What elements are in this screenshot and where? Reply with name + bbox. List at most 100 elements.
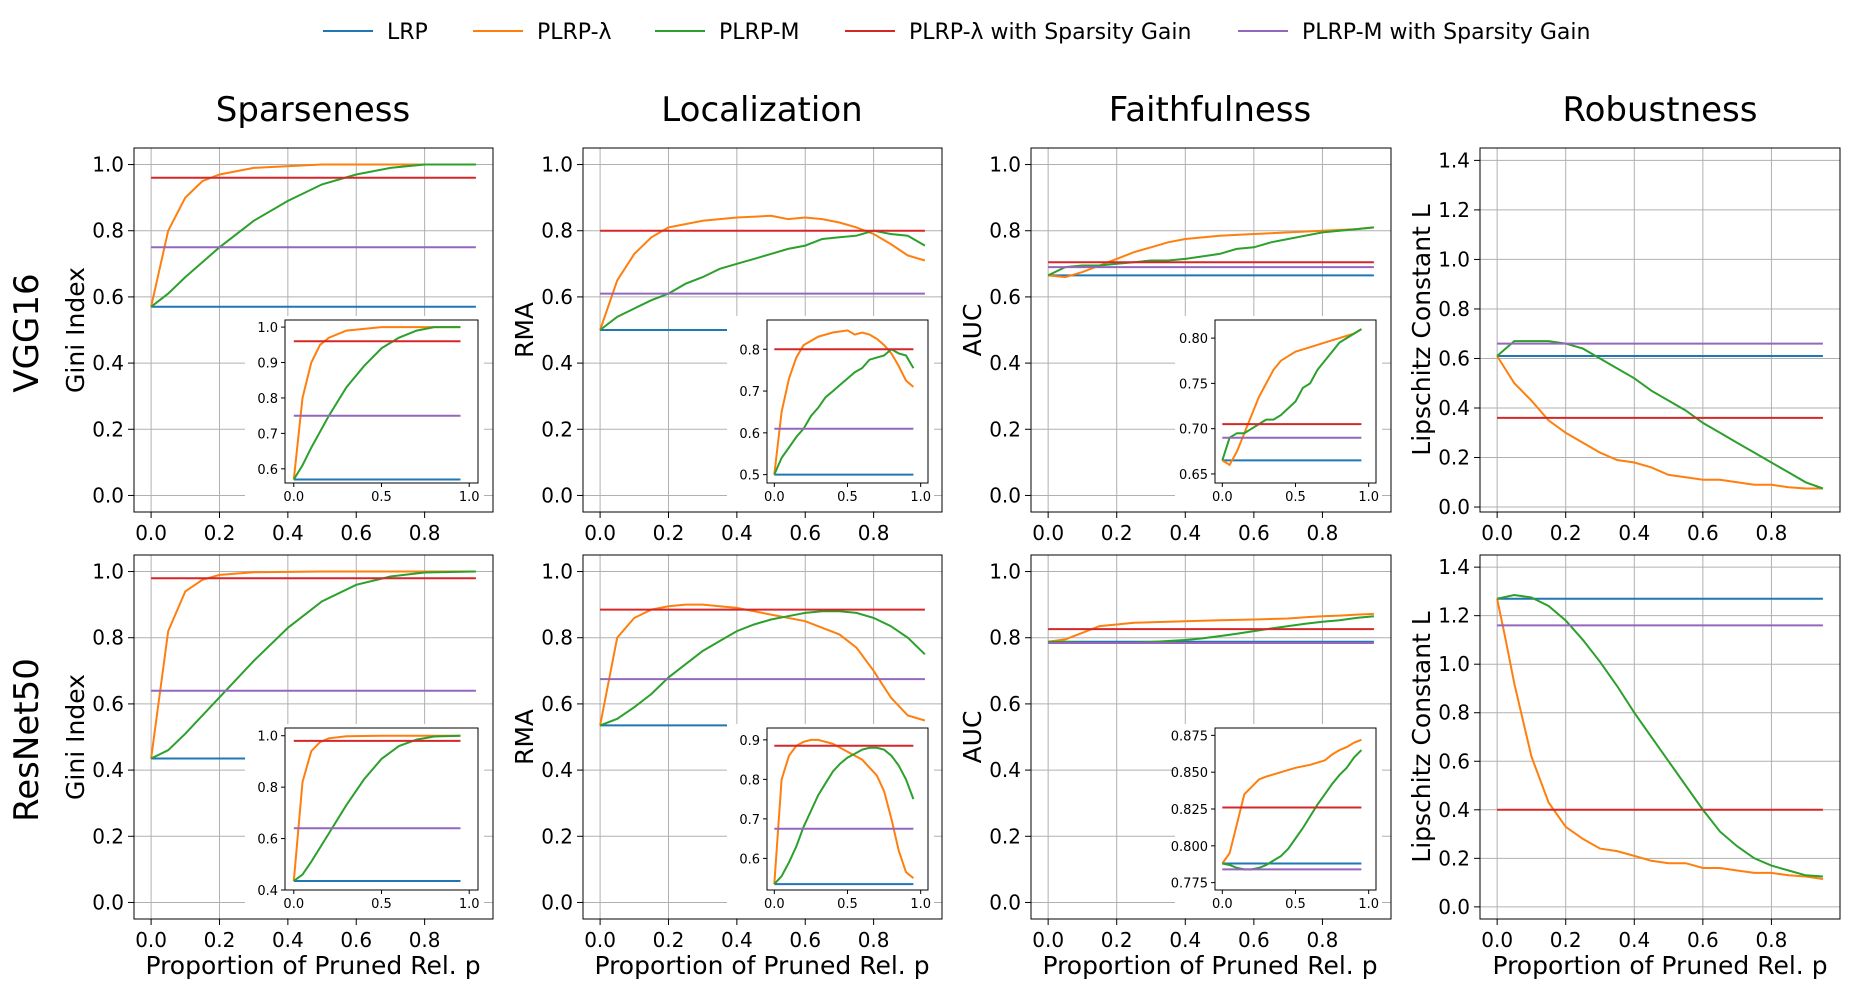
inset-series-line-plrp-m: [773, 348, 915, 476]
y-tick-label: 1.0: [989, 560, 1021, 584]
x-tick-label: 0.0: [135, 928, 167, 952]
y-tick-label: 0.0: [541, 890, 573, 914]
inset-y-tick-label: 0.70: [1179, 423, 1208, 438]
legend-label-plrp-m-sg: PLRP-M with Sparsity Gain: [1302, 20, 1590, 45]
x-axis-label-faithfulness: Proportion of Pruned Rel. p: [1042, 951, 1377, 980]
y-tick-label: 0.4: [1438, 798, 1470, 822]
x-tick-label: 0.6: [340, 521, 372, 545]
inset-series-line-plrp-lambda: [1221, 328, 1362, 467]
x-tick-label: 0.6: [1687, 928, 1719, 952]
inset-y-tick-label: 1.0: [257, 730, 278, 745]
x-tick-label: 0.6: [1238, 521, 1270, 545]
y-tick-label: 0.8: [1438, 297, 1470, 321]
inset-background: [245, 316, 484, 511]
inset-series-line-plrp-m: [1221, 328, 1362, 461]
x-tick-label: 0.2: [1101, 521, 1133, 545]
legend-entry-plrp-m: PLRP-M: [655, 20, 800, 45]
y-tick-label: 0.2: [541, 824, 573, 848]
inset-y-tick-label: 0.9: [257, 357, 278, 372]
x-axis-label-robustness: Proportion of Pruned Rel. p: [1492, 951, 1827, 980]
y-tick-label: 0.4: [92, 351, 124, 375]
y-tick-label: 0.2: [92, 824, 124, 848]
inset-y-tick-label: 0.6: [739, 427, 760, 442]
y-tick-label: 1.0: [541, 153, 573, 177]
legend-label-plrp-lambda-sg: PLRP-λ with Sparsity Gain: [909, 20, 1191, 45]
y-axis-label: AUC: [958, 711, 987, 764]
y-tick-label: 0.8: [989, 626, 1021, 650]
x-tick-label: 0.4: [272, 928, 304, 952]
x-tick-label: 0.8: [1307, 521, 1339, 545]
inset-y-tick-label: 0.65: [1179, 468, 1208, 483]
panel-resnet50-robustness: 0.0 0.2 0.4 0.6 0.8 0.0 0.2 0.4 0.6 0.8 1.0 1.2 1.4 L…: [1407, 554, 1841, 952]
inset-vgg16-localization: 0.0 0.5 1.0 0.5 0.6 0.7 0.8: [727, 316, 934, 511]
inset-x-tick-label: 0.0: [283, 490, 304, 505]
x-tick-label: 0.8: [1756, 521, 1788, 545]
series-line-plrp-lambda: [1496, 598, 1824, 880]
axes-frame: [582, 554, 943, 920]
x-tick-label: 0.6: [1238, 928, 1270, 952]
x-tick-label: 0.4: [272, 521, 304, 545]
legend-label-lrp: LRP: [387, 20, 428, 45]
row-label-vgg16: VGG16: [7, 273, 47, 392]
axes-frame: [582, 147, 943, 513]
inset-series-line-plrp-m: [293, 734, 461, 882]
y-tick-label: 1.0: [541, 560, 573, 584]
panel-resnet50-sparseness: 0.0 0.2 0.4 0.6 0.8 0.0 0.2 0.4 0.6 0.8 1.0 Gini In…: [61, 554, 494, 952]
x-tick-label: 0.4: [1169, 521, 1201, 545]
inset-resnet50-faithfulness: 0.0 0.5 1.0 0.775 0.800 0.825 0.850 0.875: [1171, 724, 1382, 918]
panel-vgg16-sparseness: 0.0 0.2 0.4 0.6 0.8 0.0 0.2 0.4 0.6 0.8 1.0 Gini In…: [61, 147, 494, 545]
x-tick-label: 0.4: [1169, 928, 1201, 952]
legend-entry-plrp-lambda-sg: PLRP-λ with Sparsity Gain: [845, 20, 1191, 45]
inset-y-tick-label: 0.7: [739, 813, 760, 828]
x-tick-label: 0.0: [1032, 521, 1064, 545]
y-tick-label: 1.4: [1438, 148, 1470, 172]
x-axis-label-sparseness: Proportion of Pruned Rel. p: [145, 951, 480, 980]
inset-y-tick-label: 0.825: [1171, 803, 1208, 818]
inset-y-tick-label: 0.875: [1171, 729, 1208, 744]
y-tick-label: 0.8: [92, 219, 124, 243]
y-tick-label: 1.2: [1438, 198, 1470, 222]
y-tick-label: 1.0: [1438, 652, 1470, 676]
inset-x-tick-label: 1.0: [1358, 897, 1379, 912]
x-tick-label: 0.2: [204, 928, 236, 952]
inset-background: [1175, 724, 1382, 918]
y-tick-label: 0.2: [989, 417, 1021, 441]
y-tick-label: 0.2: [1438, 846, 1470, 870]
inset-series-line-plrp-lambda: [773, 738, 915, 885]
inset-y-tick-label: 1.0: [257, 321, 278, 336]
legend-entry-plrp-m-sg: PLRP-M with Sparsity Gain: [1238, 20, 1590, 45]
inset-x-tick-label: 0.5: [1285, 897, 1306, 912]
x-tick-label: 0.4: [721, 521, 753, 545]
axes-frame: [1030, 147, 1392, 513]
y-tick-label: 0.0: [989, 483, 1021, 507]
series-line-plrp-lambda: [599, 603, 926, 726]
x-tick-label: 0.2: [653, 521, 685, 545]
inset-x-tick-label: 0.5: [371, 897, 392, 912]
y-tick-label: 0.8: [989, 219, 1021, 243]
y-tick-label: 0.0: [989, 890, 1021, 914]
axes-frame: [133, 554, 494, 920]
inset-x-tick-label: 0.5: [1285, 490, 1306, 505]
x-tick-label: 0.6: [340, 928, 372, 952]
series-line-plrp-lambda: [1496, 355, 1823, 490]
inset-y-tick-label: 0.6: [257, 833, 278, 848]
series-line-plrp-m: [599, 229, 926, 331]
x-tick-label: 0.0: [1481, 928, 1513, 952]
inset-background: [727, 724, 934, 918]
inset-y-tick-label: 0.850: [1171, 766, 1208, 781]
x-tick-label: 0.4: [1618, 521, 1650, 545]
column-title-sparseness: Sparseness: [216, 90, 411, 130]
y-tick-label: 0.6: [1438, 346, 1470, 370]
x-tick-label: 0.2: [653, 928, 685, 952]
y-tick-label: 0.8: [541, 626, 573, 650]
y-tick-label: 0.0: [541, 483, 573, 507]
y-tick-label: 0.4: [92, 758, 124, 782]
y-axis-label: RMA: [510, 302, 539, 358]
inset-series-line-plrp-m: [292, 326, 461, 481]
legend-label-plrp-lambda: PLRP-λ: [537, 20, 612, 45]
y-axis-label: Gini Index: [61, 267, 90, 393]
y-tick-label: 0.4: [989, 351, 1021, 375]
